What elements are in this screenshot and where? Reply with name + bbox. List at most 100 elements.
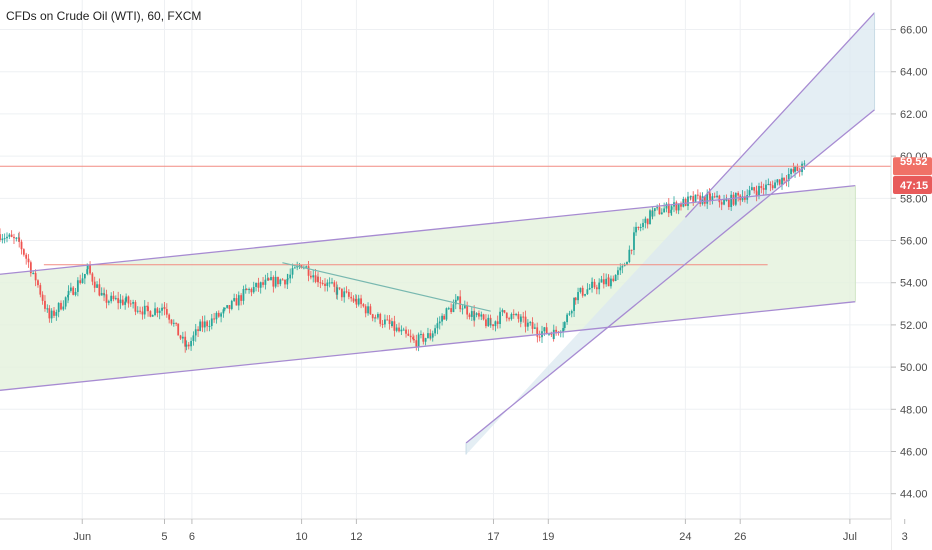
candle-down	[522, 316, 525, 318]
candle-up	[107, 301, 110, 303]
candle-down	[53, 310, 55, 316]
candle-up	[55, 312, 58, 316]
candle-up	[255, 282, 257, 287]
candle-up	[400, 329, 403, 332]
candle-up	[584, 294, 586, 296]
candle-down	[409, 335, 412, 338]
candle-up	[475, 313, 478, 316]
candle-up	[429, 337, 432, 339]
candle-down	[156, 308, 159, 313]
drawing-lines[interactable]	[0, 12, 891, 455]
candle-down	[345, 291, 348, 293]
candle-up	[677, 204, 680, 211]
candle-up	[417, 334, 420, 347]
candle-up	[730, 194, 733, 208]
candle-up	[552, 329, 555, 339]
candle-down	[347, 292, 350, 297]
candle-down	[699, 195, 702, 204]
time-tick-label: 26	[734, 531, 746, 543]
candle-down	[412, 337, 414, 340]
candle-down	[755, 191, 758, 196]
candle-up	[67, 290, 70, 295]
candle-up	[489, 324, 492, 326]
candle-up	[741, 196, 744, 201]
candle-up	[748, 190, 751, 196]
price-tick-label: 62.00	[900, 109, 928, 121]
candle-up	[194, 329, 197, 336]
candle-down	[27, 258, 30, 263]
price-tick-label: 48.00	[900, 404, 928, 416]
candle-up	[635, 226, 637, 233]
candle-up	[591, 282, 593, 289]
candle-up	[487, 317, 490, 327]
candle-down	[696, 194, 699, 196]
candle-down	[10, 234, 13, 237]
candle-up	[562, 328, 565, 332]
candle-down	[240, 295, 243, 301]
candle-down	[496, 321, 499, 325]
candle-down	[607, 277, 610, 287]
candle-down	[37, 280, 39, 286]
candle-up	[519, 316, 522, 322]
candle-down	[550, 333, 553, 335]
candle-down	[13, 236, 15, 239]
candle-down	[684, 198, 687, 206]
candle-down	[179, 335, 182, 339]
last-price-label: 59.52	[900, 156, 928, 168]
channel-1-upper-line[interactable]	[0, 185, 856, 275]
candle-up	[289, 274, 292, 279]
price-tick-label: 58.00	[900, 193, 928, 205]
candle-down	[177, 323, 180, 336]
time-axis[interactable]	[0, 519, 891, 550]
candle-up	[119, 299, 122, 304]
candle-down	[468, 314, 471, 317]
candle-down	[783, 177, 785, 181]
candle-up	[291, 268, 294, 275]
candle-down	[680, 204, 682, 207]
candle-up	[100, 292, 103, 296]
candle-up	[598, 282, 601, 290]
candle-up	[765, 184, 767, 190]
candle-up	[431, 333, 434, 338]
candle-down	[595, 287, 598, 290]
candle-up	[151, 314, 154, 317]
candle-down	[20, 241, 23, 250]
candle-up	[312, 275, 315, 278]
candle-up	[266, 278, 269, 280]
candle-down	[217, 312, 220, 317]
candle-up	[694, 194, 697, 202]
candle-up	[158, 310, 161, 313]
candle-down	[732, 194, 735, 205]
candle-down	[443, 315, 446, 320]
candle-up	[185, 344, 188, 347]
candle-down	[703, 196, 706, 204]
candle-up	[445, 308, 448, 320]
countdown-label: 47:15	[900, 180, 928, 192]
candle-down	[257, 282, 260, 288]
candle-up	[242, 289, 245, 301]
candle-up	[706, 193, 709, 204]
candle-down	[466, 305, 469, 315]
candle-down	[29, 262, 32, 274]
candle-up	[124, 301, 127, 305]
candle-up	[480, 314, 483, 317]
candle-up	[237, 295, 240, 306]
channel-1-lower-line[interactable]	[0, 301, 856, 391]
candle-down	[201, 321, 204, 328]
candle-up	[470, 311, 473, 317]
trend-line[interactable]	[282, 262, 491, 312]
candle-up	[660, 212, 663, 215]
channel-2-upper-line[interactable]	[684, 12, 876, 218]
candle-down	[314, 275, 317, 282]
candle-up	[110, 295, 113, 302]
candle-down	[450, 308, 453, 313]
candle-up	[62, 306, 65, 310]
candle-up	[69, 287, 72, 291]
channel-2-lower-line[interactable]	[465, 109, 875, 444]
candle-down	[482, 314, 485, 320]
price-axis[interactable]	[891, 0, 932, 550]
candle-down	[485, 319, 487, 327]
candle-up	[132, 302, 135, 304]
candle-down	[307, 266, 310, 276]
